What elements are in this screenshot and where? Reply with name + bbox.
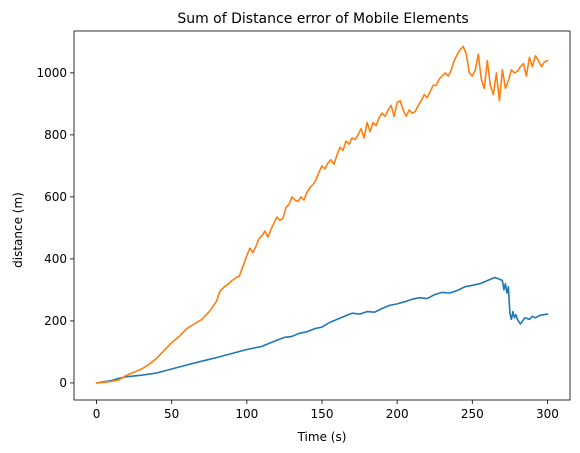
x-tick-label: 200 [386,407,409,421]
series-line-2 [95,45,549,384]
series-line-1 [95,276,549,384]
y-tick-label: 600 [44,190,67,204]
axes-frame [73,30,571,401]
y-tick-label: 200 [44,314,67,328]
y-tick-label: 0 [59,376,67,390]
x-tick-label: 150 [311,407,334,421]
x-tick-label: 100 [235,407,258,421]
y-tick-label: 400 [44,252,67,266]
y-tick-label: 800 [44,128,67,142]
x-axis-label: Time (s) [297,430,347,444]
x-tick-label: 300 [536,407,559,421]
x-tick-label: 250 [461,407,484,421]
x-tick-label: 0 [93,407,101,421]
plot-area: 0 50 100 150 200 250 300 0 200 400 600 800 1000 [36,30,571,421]
y-tick-label: 1000 [36,66,67,80]
chart-title: Sum of Distance error of Mobile Elements [177,11,468,27]
y-axis-label: distance (m) [11,192,25,268]
x-axis: 0 50 100 150 200 250 300 [93,400,559,421]
series-layer [95,45,549,384]
y-axis: 0 200 400 600 800 1000 [36,66,74,390]
x-tick-label: 50 [164,407,179,421]
